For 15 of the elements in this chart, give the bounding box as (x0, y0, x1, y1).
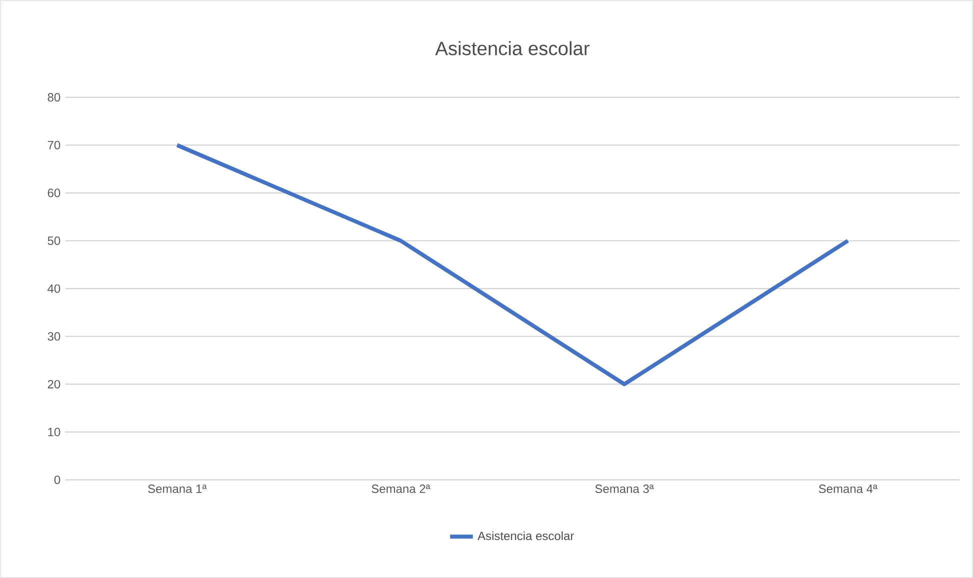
y-tick-label: 20 (48, 380, 60, 388)
y-tick-label: 30 (48, 332, 60, 340)
x-tick-label: Semana 1ª (148, 484, 207, 493)
y-tick-label: 10 (48, 428, 60, 436)
x-tick-label: Semana 2ª (372, 484, 430, 493)
y-tick-label: 0 (54, 475, 60, 484)
chart-title: Asistencia escolar (435, 40, 590, 56)
y-tick-label: 50 (48, 236, 60, 245)
y-tick-label: 40 (48, 284, 60, 293)
legend-label: Asistencia escolar (478, 531, 574, 540)
y-tick-label: 70 (48, 140, 60, 150)
y-tick-label: 60 (48, 188, 60, 197)
y-tick-label: 80 (48, 92, 60, 102)
x-tick-label: Semana 3ª (595, 484, 654, 493)
x-tick-label: Semana 4ª (818, 484, 878, 493)
